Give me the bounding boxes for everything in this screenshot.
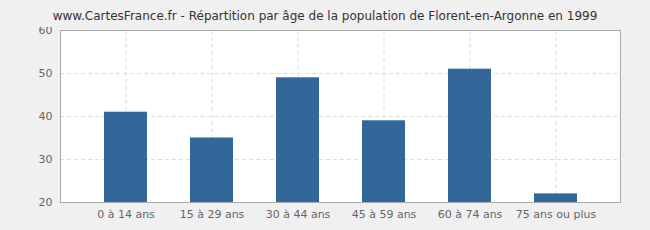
svg-text:50: 50 [39, 67, 53, 80]
svg-text:0 à 14 ans: 0 à 14 ans [97, 208, 155, 221]
svg-text:45 à 59 ans: 45 à 59 ans [352, 208, 417, 221]
svg-text:20: 20 [39, 196, 53, 209]
html-text:www.CartesFrance.fr - Répartit: www.CartesFrance.fr - Répartition par âg… [52, 9, 598, 23]
svg-text:40: 40 [39, 110, 53, 123]
svg-text:75 ans ou plus: 75 ans ou plus [516, 208, 597, 221]
svg-text:60 à 74 ans: 60 à 74 ans [438, 208, 503, 221]
svg-text:30 à 44 ans: 30 à 44 ans [266, 208, 331, 221]
svg-text:60: 60 [39, 27, 53, 37]
svg-text:15 à 29 ans: 15 à 29 ans [180, 208, 245, 221]
svg-text:30: 30 [39, 153, 53, 166]
